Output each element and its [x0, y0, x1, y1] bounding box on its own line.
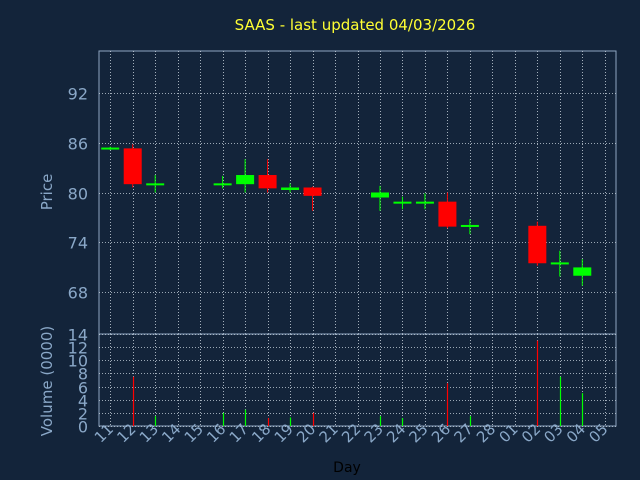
candle-body	[101, 147, 120, 150]
price-tick-label: 92	[68, 85, 88, 104]
price-tick-label: 68	[68, 284, 88, 303]
volume-tick-label: 6	[78, 379, 88, 398]
price-tick-label: 74	[68, 234, 88, 253]
candle-body	[281, 187, 300, 191]
price-tick-label: 80	[68, 185, 88, 204]
candle-body	[123, 148, 142, 185]
candle-body	[303, 187, 322, 196]
candle-body	[528, 225, 547, 264]
candle-body	[258, 175, 277, 189]
price-axis-label: Price	[38, 174, 56, 211]
candle-body	[573, 267, 592, 276]
chart-title: SAAS - last updated 04/03/2026	[235, 16, 476, 34]
candle-body	[460, 224, 479, 227]
volume-tick-label: 14	[68, 326, 88, 345]
volume-tick-label: 10	[68, 352, 88, 371]
volume-tick-label: 12	[68, 339, 88, 358]
x-axis-label: Day	[333, 460, 361, 476]
price-panel: 68 74 80 86 92	[68, 50, 617, 335]
candle-body	[438, 201, 457, 227]
volume-tick-label: 8	[78, 365, 88, 384]
volume-tick-label: 0	[78, 418, 88, 437]
candle-body	[393, 201, 412, 204]
price-tick-label: 86	[68, 135, 88, 154]
volume-axis-label: Volume (0000)	[38, 326, 56, 436]
volume-tick-label: 2	[78, 405, 88, 424]
candle-body	[550, 262, 569, 265]
candle-body	[236, 175, 255, 185]
volume-tick-label: 4	[78, 392, 88, 411]
candle-body	[146, 183, 165, 186]
candle-body	[213, 183, 232, 186]
volume-plot-frame	[98, 333, 617, 427]
candle-body	[370, 192, 389, 198]
candle-body	[415, 201, 434, 204]
